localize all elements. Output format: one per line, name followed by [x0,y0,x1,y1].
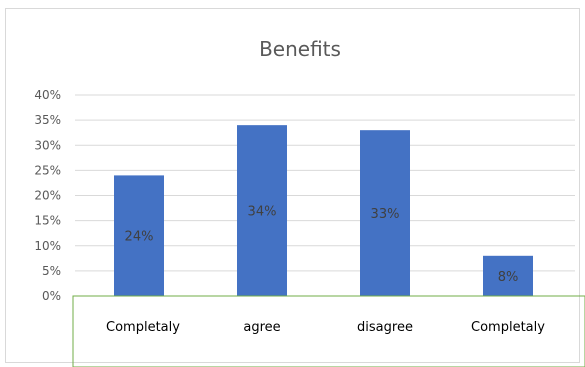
bars [114,125,533,297]
bar [483,255,533,296]
data-label: 8% [498,270,519,285]
y-tick-label: 5% [42,264,61,278]
category-label: Completaly [106,320,180,335]
y-tick-label: 35% [34,113,61,127]
category-label: Completaly [471,320,545,335]
y-tick-label: 10% [34,239,61,253]
data-label: 33% [371,207,400,222]
chart-frame [5,8,580,363]
data-label: 24% [125,230,154,245]
y-tick-label: 40% [34,88,61,102]
category-axis-box [72,295,585,367]
y-tick-label: 15% [34,214,61,228]
y-tick-label: 30% [34,138,61,152]
category-labels: Completaly agree disagree Completaly [106,320,545,335]
y-tick-label: 25% [34,163,61,177]
bar [360,130,410,296]
category-label: disagree [357,320,413,335]
bar [237,125,287,297]
chart-title: Benefits [259,37,341,61]
y-tick-label: 20% [34,189,61,203]
data-label: 34% [248,205,277,220]
category-label: agree [243,320,280,335]
data-labels: 24% 34% 33% 8% [125,205,519,285]
y-tick-label: 0% [42,289,61,303]
y-axis-ticks: 0% 5% 10% 15% 20% 25% 30% 35% 40% [34,88,61,303]
bar [114,175,164,296]
